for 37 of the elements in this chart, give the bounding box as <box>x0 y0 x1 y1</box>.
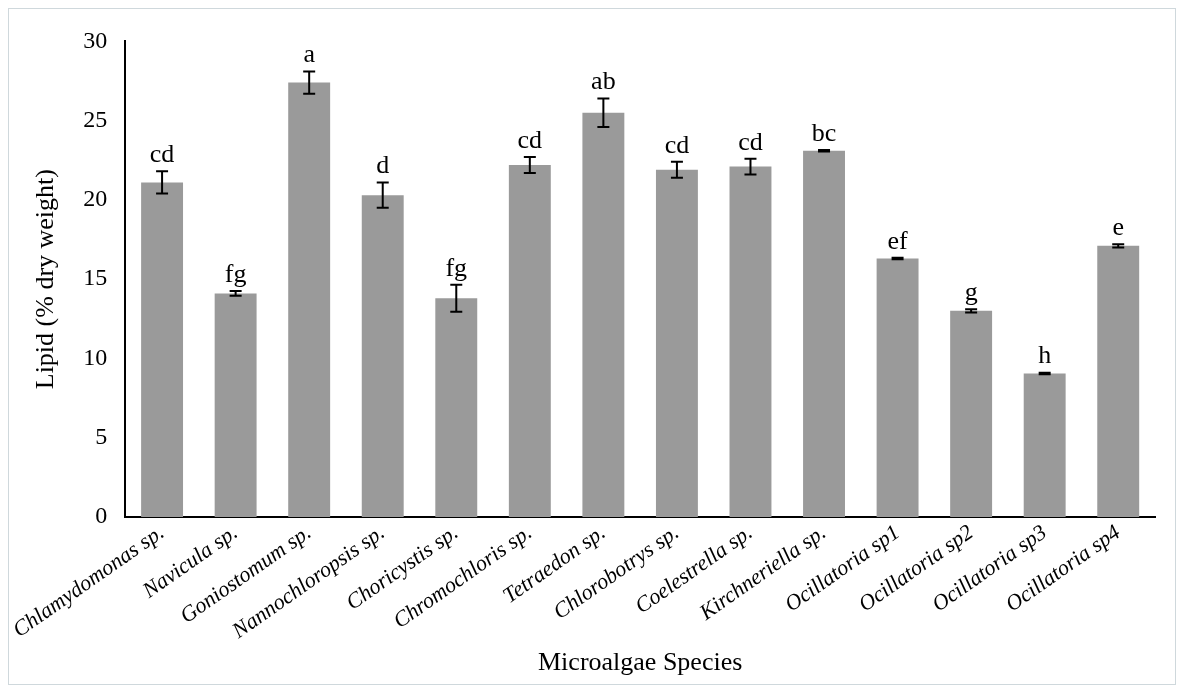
bar <box>803 150 845 517</box>
y-tick-label: 5 <box>95 422 108 449</box>
y-tick-label: 10 <box>83 343 108 370</box>
y-tick-label: 0 <box>95 502 108 529</box>
annotation: e <box>1112 212 1124 242</box>
annotation: cd <box>149 139 175 169</box>
y-tick-label: 25 <box>83 105 108 132</box>
bar <box>582 112 625 517</box>
bar <box>288 82 331 517</box>
annotation: h <box>1038 340 1052 370</box>
bar <box>1023 373 1066 517</box>
annotation: bc <box>811 117 837 147</box>
annotation: cd <box>738 126 763 156</box>
annotation: a <box>303 39 316 69</box>
annotation: d <box>376 150 390 180</box>
annotation: ab <box>591 66 616 96</box>
annotation: ef <box>887 225 909 255</box>
y-tick-label: 30 <box>83 26 108 53</box>
y-tick-label: 15 <box>83 264 108 291</box>
bar <box>141 182 184 517</box>
annotation: fg <box>224 258 247 288</box>
bar <box>950 310 993 517</box>
bar <box>214 293 257 517</box>
x-axis-title: Microalgae Species <box>537 647 743 677</box>
annotation: fg <box>445 252 468 282</box>
annotation: cd <box>664 129 690 159</box>
y-tick-label: 20 <box>83 185 108 212</box>
bar <box>435 298 478 517</box>
bar <box>655 169 698 517</box>
bar <box>1097 245 1140 517</box>
bar <box>729 166 772 517</box>
bar <box>508 165 551 517</box>
y-axis-title: Lipid (% dry weight) <box>29 169 59 390</box>
annotation: cd <box>517 124 543 154</box>
annotation: g <box>964 277 978 307</box>
bar <box>876 258 919 517</box>
bar <box>361 195 404 517</box>
